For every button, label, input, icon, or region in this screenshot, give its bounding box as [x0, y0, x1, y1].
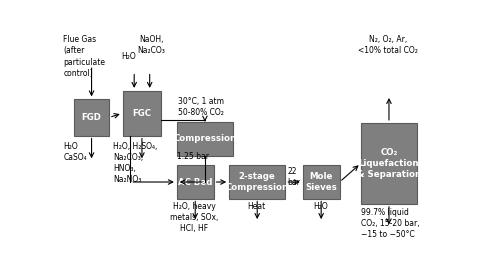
Text: FGC: FGC: [132, 109, 152, 118]
Text: CO₂
Liquefaction
& Separation: CO₂ Liquefaction & Separation: [357, 148, 421, 179]
FancyBboxPatch shape: [177, 165, 214, 199]
FancyBboxPatch shape: [361, 123, 417, 204]
FancyBboxPatch shape: [74, 99, 109, 136]
Text: H₂O: H₂O: [313, 202, 328, 211]
Text: Compression: Compression: [174, 134, 236, 143]
Text: N₂, O₂, Ar,
<10% total CO₂: N₂, O₂, Ar, <10% total CO₂: [358, 35, 418, 55]
Text: Flue Gas
(after
particulate
control): Flue Gas (after particulate control): [64, 35, 106, 78]
Text: AC Bed: AC Bed: [178, 178, 212, 186]
Text: Mole
Sieves: Mole Sieves: [306, 172, 337, 192]
Text: 1.25 bar: 1.25 bar: [177, 152, 209, 161]
Text: H₂O, H₂SO₄,
Na₂CO₃,
HNO₃,
Na₂NO₃: H₂O, H₂SO₄, Na₂CO₃, HNO₃, Na₂NO₃: [113, 142, 157, 184]
Text: H₂O
CaSO₄: H₂O CaSO₄: [64, 142, 87, 162]
Text: Heat: Heat: [247, 202, 266, 211]
FancyBboxPatch shape: [122, 91, 162, 136]
Text: 99.7% liquid
CO₂, 15-20 bar,
−15 to −50°C: 99.7% liquid CO₂, 15-20 bar, −15 to −50°…: [361, 208, 420, 239]
Text: FGD: FGD: [82, 113, 102, 122]
Text: H₂O: H₂O: [121, 52, 136, 61]
Text: 22
bar: 22 bar: [287, 167, 300, 187]
Text: 30°C, 1 atm
50-80% CO₂: 30°C, 1 atm 50-80% CO₂: [178, 98, 224, 117]
FancyBboxPatch shape: [229, 165, 285, 199]
FancyBboxPatch shape: [177, 122, 233, 156]
FancyBboxPatch shape: [303, 165, 340, 199]
Text: NaOH,
Na₂CO₃: NaOH, Na₂CO₃: [138, 35, 166, 55]
Text: 2-stage
Compression: 2-stage Compression: [226, 172, 289, 192]
Text: H₂O, heavy
metals, SOx,
HCl, HF: H₂O, heavy metals, SOx, HCl, HF: [170, 202, 218, 233]
